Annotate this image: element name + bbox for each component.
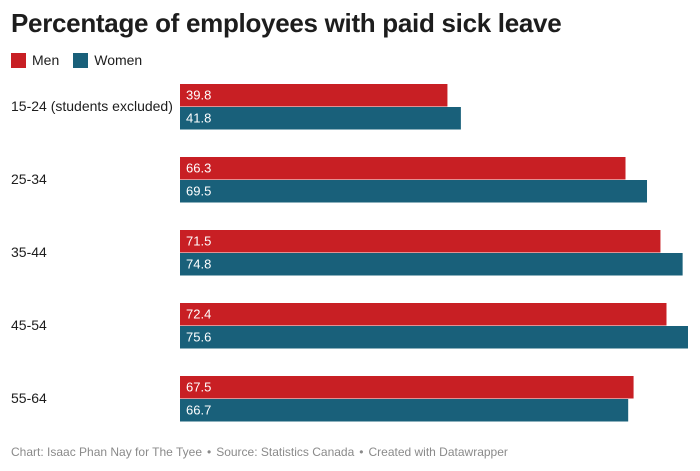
bar-men: [180, 157, 626, 180]
bar-women: [180, 399, 629, 422]
source-note: Source: Statistics Canada: [216, 445, 355, 459]
data-label-women: 74.8: [186, 257, 211, 272]
data-label-men: 66.3: [186, 161, 211, 176]
legend-swatch-women: [73, 52, 89, 68]
legend-item-women: Women: [73, 52, 142, 68]
category-label: 15-24 (students excluded): [11, 98, 173, 114]
data-label-men: 39.8: [186, 88, 211, 103]
legend-item-men: Men: [11, 52, 59, 68]
chart-credit: Chart: Isaac Phan Nay for The Tyee: [11, 445, 202, 459]
bar-women: [180, 180, 648, 203]
data-label-women: 75.6: [186, 330, 211, 345]
category-label: 35-44: [11, 244, 47, 260]
bar-women: [180, 326, 688, 349]
legend-label-men: Men: [32, 52, 60, 68]
footer-separator: •: [359, 445, 364, 459]
bar-men: [180, 84, 448, 107]
legend: Men Women: [11, 52, 142, 68]
footer-separator: •: [207, 445, 212, 459]
data-label-women: 41.8: [186, 111, 211, 126]
category-label: 55-64: [11, 390, 47, 406]
data-label-women: 69.5: [186, 184, 211, 199]
category-label: 25-34: [11, 171, 47, 187]
category-label: 45-54: [11, 317, 47, 333]
chart-footer: Chart: Isaac Phan Nay for The Tyee • Sourc…: [11, 445, 508, 459]
chart-title: Percentage of employees with paid sick l…: [11, 8, 562, 38]
bar-women: [180, 253, 683, 276]
bar-men: [180, 376, 634, 399]
data-label-men: 67.5: [186, 380, 211, 395]
bar-men: [180, 303, 667, 326]
data-label-men: 72.4: [186, 307, 211, 322]
bar-women: [180, 107, 461, 130]
data-label-women: 66.7: [186, 403, 211, 418]
data-label-men: 71.5: [186, 234, 211, 249]
tool-credit: Created with Datawrapper: [368, 445, 508, 459]
legend-swatch-men: [11, 52, 26, 68]
legend-label-women: Women: [94, 52, 143, 68]
bar-men: [180, 230, 661, 253]
